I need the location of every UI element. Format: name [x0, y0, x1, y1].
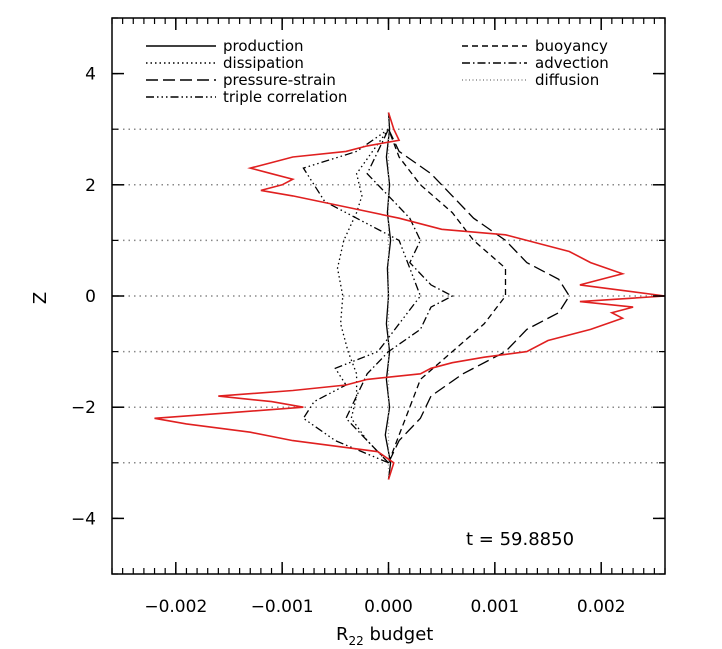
x-axis-label-subscript: 22	[349, 634, 364, 648]
series-line-pressure-strain	[387, 128, 571, 464]
x-tick-label: 0.002	[577, 597, 626, 617]
y-tick-label: 2	[85, 176, 96, 196]
legend-label: triple correlation	[223, 88, 347, 106]
legend: productiondissipationpressure-straintrip…	[146, 37, 609, 106]
legend-label: diffusion	[535, 71, 599, 89]
legend-label: dissipation	[223, 54, 304, 72]
x-tick-label: 0.001	[471, 597, 520, 617]
x-tick-label: −0.002	[144, 597, 207, 617]
y-tick-label: 0	[85, 287, 96, 307]
legend-label: buoyancy	[535, 37, 608, 55]
time-annotation: t = 59.8850	[466, 529, 574, 550]
y-tick-label: 4	[85, 65, 96, 85]
x-tick-label: 0.000	[364, 597, 413, 617]
series-line-triple-correlation	[302, 128, 422, 464]
y-tick-label: −2	[71, 398, 96, 418]
x-axis-label: R22 budget	[336, 624, 433, 648]
x-axis-label-main: R	[336, 624, 349, 645]
x-tick-label: −0.001	[251, 597, 314, 617]
y-tick-label: −4	[71, 509, 96, 529]
series-lines	[154, 112, 666, 480]
legend-label: advection	[535, 54, 609, 72]
y-axis-label: Z	[30, 292, 51, 304]
axis-ticks: −0.002 −0.001 0.000 0.001 0.002 −4 −2 0 2 4	[71, 17, 666, 617]
series-line-buoyancy	[387, 128, 507, 464]
legend-label: pressure-strain	[223, 71, 336, 89]
legend-label: production	[223, 37, 304, 55]
series-line-advection	[345, 128, 454, 464]
series-line-dissipation	[336, 128, 390, 464]
x-axis-label-tail: budget	[364, 624, 434, 645]
series-line-total	[154, 112, 666, 480]
series-line-production	[384, 112, 392, 480]
